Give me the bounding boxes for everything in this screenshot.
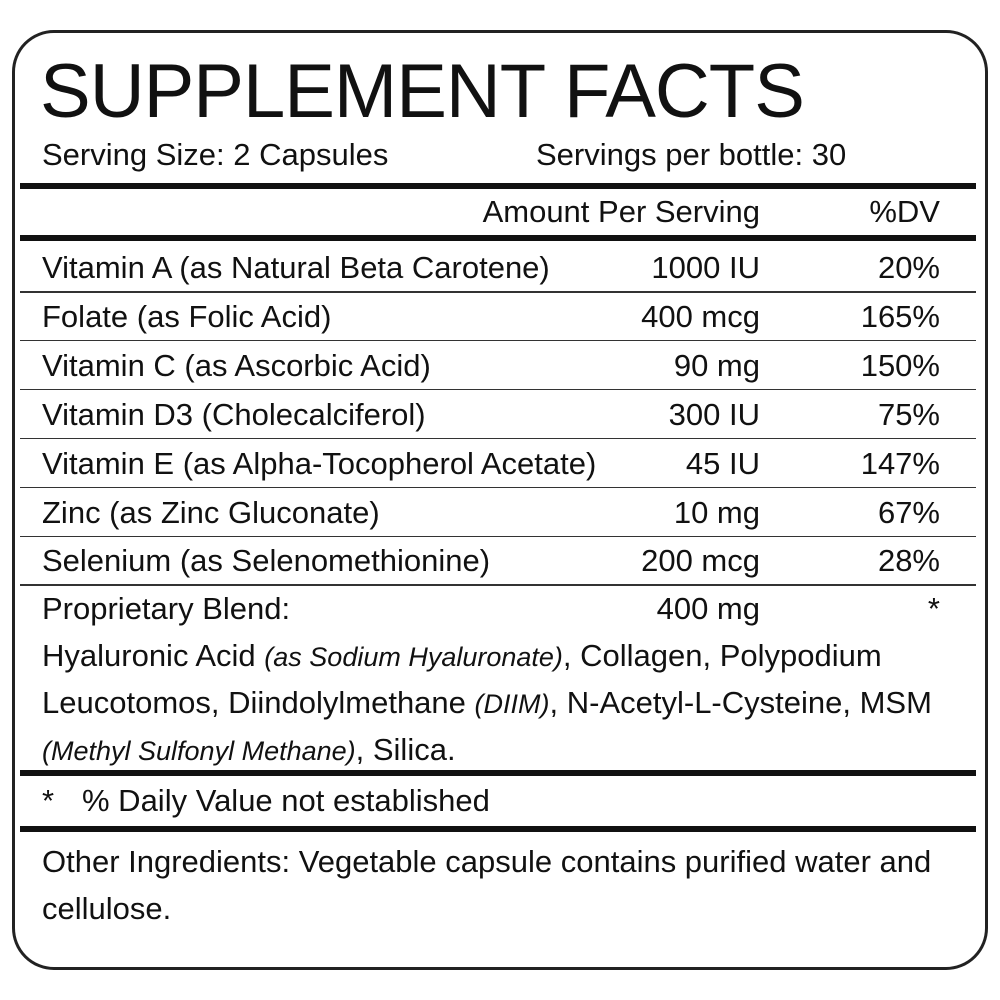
ingredient: , Collagen, Polypodium Leucotomos, Diind…: [42, 638, 882, 720]
nutrient-dv: 150%: [860, 347, 940, 383]
row-divider: [20, 388, 976, 391]
ingredient: Hyaluronic Acid: [42, 638, 265, 673]
row-divider: [20, 535, 976, 537]
nutrient-amount: 300 IU: [668, 396, 760, 432]
rule: [20, 235, 976, 241]
dv-header: %DV: [869, 194, 940, 229]
ingredient: , N-Acetyl-L-Cysteine, MSM: [549, 685, 932, 720]
blend-dv: *: [927, 591, 940, 626]
title: SUPPLEMENT FACTS: [40, 49, 805, 134]
nutrient-amount: 200 mcg: [641, 543, 760, 579]
blend-name: Proprietary Blend:: [42, 591, 291, 626]
nutrient-amount: 45 IU: [685, 445, 760, 481]
nutrient-amount: 400 mcg: [641, 298, 760, 334]
nutrient-amount: 1000 IU: [651, 250, 760, 285]
row-divider: [20, 584, 976, 586]
nutrient-name: Selenium (as Selenomethionine): [42, 543, 491, 579]
servings-per-container: Servings per bottle: 30: [536, 137, 847, 172]
nutrient-name: Vitamin A (as Natural Beta Carotene): [42, 250, 550, 285]
ingredient-note: (Methyl Sulfonyl Methane): [42, 736, 356, 766]
nutrient-dv: 28%: [877, 543, 940, 579]
label-border: [12, 30, 988, 970]
rule: [20, 183, 976, 189]
amount-header: Amount Per Serving: [482, 194, 760, 229]
rule: [20, 770, 976, 776]
footnote-symbol: *: [42, 783, 55, 818]
ingredient-note: (as Sodium Hyaluronate): [264, 642, 563, 672]
rule: [20, 826, 976, 832]
nutrient-dv: 67%: [877, 494, 940, 530]
serving-size: Serving Size: 2 Capsules: [42, 137, 389, 172]
nutrient-amount: 90 mg: [673, 347, 760, 383]
nutrient-dv: 75%: [877, 396, 940, 432]
nutrient-amount: 10 mg: [673, 494, 760, 530]
nutrient-name: Folate (as Folic Acid): [42, 298, 332, 334]
nutrient-dv: 165%: [860, 298, 940, 334]
footnote-text: % Daily Value not established: [82, 783, 490, 818]
ingredient-note: (DIIM): [474, 689, 550, 719]
nutrient-dv: 20%: [877, 250, 940, 285]
row-divider: [20, 437, 976, 440]
nutrient-name: Vitamin C (as Ascorbic Acid): [42, 347, 431, 383]
nutrient-dv: 147%: [860, 445, 940, 481]
blend-amount: 400 mg: [656, 591, 760, 626]
nutrient-name: Vitamin E (as Alpha-Tocopherol Acetate): [42, 445, 597, 481]
nutrient-name: Zinc (as Zinc Gluconate): [42, 494, 380, 530]
ingredient: , Silica.: [355, 732, 456, 767]
row-divider: [20, 291, 976, 293]
row-divider: [20, 486, 976, 489]
nutrient-name: Vitamin D3 (Cholecalciferol): [42, 396, 426, 432]
row-divider: [20, 339, 976, 342]
blend-ingredients: Hyaluronic Acid (as Sodium Hyaluronate),…: [42, 633, 972, 774]
other-ingredients: Other Ingredients: Vegetable capsule con…: [42, 844, 932, 926]
